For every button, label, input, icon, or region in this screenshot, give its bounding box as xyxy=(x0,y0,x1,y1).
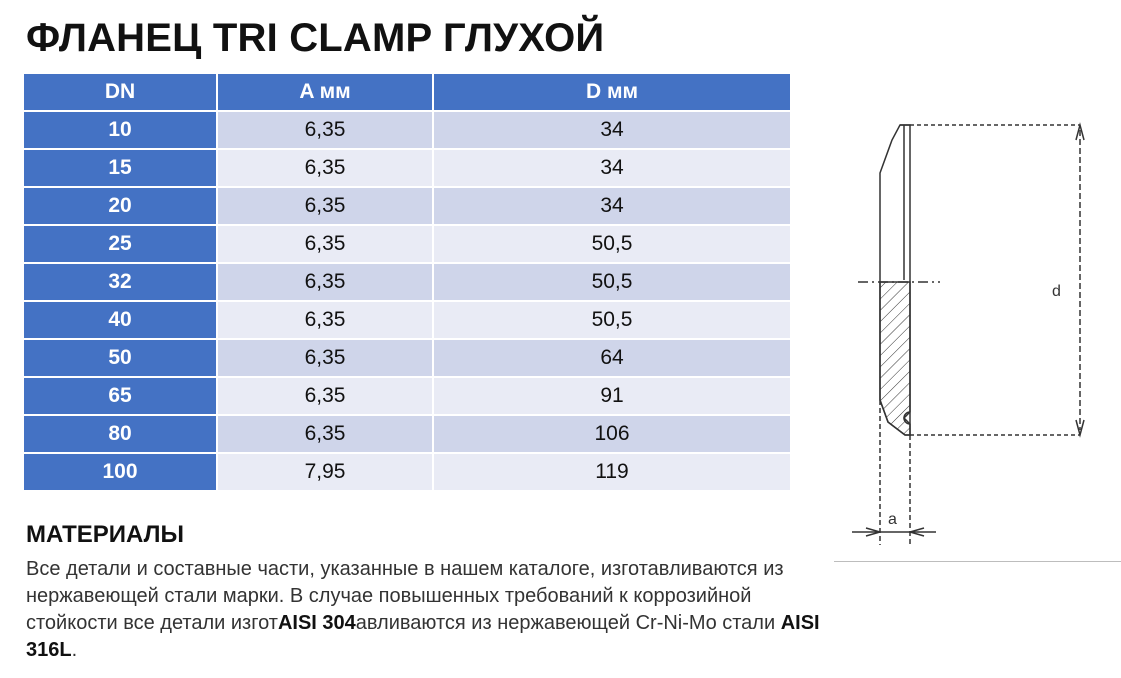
materials-description: Все детали и составные части, указанные … xyxy=(26,556,826,664)
cell-a: 6,35 xyxy=(218,264,432,300)
cell-a: 6,35 xyxy=(218,378,432,414)
cell-dn: 100 xyxy=(24,454,216,490)
cell-a: 7,95 xyxy=(218,454,432,490)
table-row: 100 7,95 119 xyxy=(24,454,790,490)
flange-technical-drawing: d a xyxy=(852,122,1085,545)
cell-dn: 80 xyxy=(24,416,216,452)
cell-d: 106 xyxy=(434,416,790,452)
drawing-divider xyxy=(834,561,1121,562)
cell-d: 50,5 xyxy=(434,226,790,262)
cell-d: 34 xyxy=(434,188,790,224)
cell-dn: 40 xyxy=(24,302,216,338)
table-row: 40 6,35 50,5 xyxy=(24,302,790,338)
materials-heading: МАТЕРИАЛЫ xyxy=(26,521,185,548)
cell-dn: 65 xyxy=(24,378,216,414)
table-row: 20 6,35 34 xyxy=(24,188,790,224)
cell-d: 91 xyxy=(434,378,790,414)
table-row: 25 6,35 50,5 xyxy=(24,226,790,262)
drawing-label-d: d xyxy=(1052,283,1061,300)
steel-grade-304: AISI 304 xyxy=(277,612,356,634)
page-title: ФЛАНЕЦ TRI CLAMP ГЛУХОЙ xyxy=(26,16,605,60)
drawing-label-a: a xyxy=(888,511,897,528)
cell-dn: 25 xyxy=(24,226,216,262)
column-header-d: D мм xyxy=(434,74,790,110)
table-row: 15 6,35 34 xyxy=(24,150,790,186)
table-row: 10 6,35 34 xyxy=(24,112,790,148)
cell-dn: 15 xyxy=(24,150,216,186)
cell-d: 50,5 xyxy=(434,302,790,338)
cell-a: 6,35 xyxy=(218,302,432,338)
materials-text-part1: Все детали и составные части, указанные … xyxy=(26,558,784,634)
column-header-dn: DN xyxy=(24,74,216,110)
cell-dn: 10 xyxy=(24,112,216,148)
cell-a: 6,35 xyxy=(218,188,432,224)
table-body: 10 6,35 34 15 6,35 34 20 6,35 34 25 6,35 50,5 32 6,35… xyxy=(24,112,790,490)
cell-a: 6,35 xyxy=(218,416,432,452)
materials-text-part2: авливаются из нержавеющей Cr-Ni-Mo стали xyxy=(355,612,781,634)
cell-dn: 32 xyxy=(24,264,216,300)
table-header-row: DN A мм D мм xyxy=(24,74,790,110)
table-row: 32 6,35 50,5 xyxy=(24,264,790,300)
cell-d: 119 xyxy=(434,454,790,490)
steel-grade-316l: AISI 316L xyxy=(26,612,820,661)
cell-dn: 50 xyxy=(24,340,216,376)
cell-d: 34 xyxy=(434,150,790,186)
dimensions-table: DN A мм D мм 10 6,35 34 15 6,35 34 20 6,35 34 25 6… xyxy=(22,72,792,492)
table-row: 50 6,35 64 xyxy=(24,340,790,376)
column-header-a: A мм xyxy=(218,74,432,110)
cell-a: 6,35 xyxy=(218,226,432,262)
cell-d: 64 xyxy=(434,340,790,376)
materials-text-part3: . xyxy=(71,639,78,661)
hatched-section xyxy=(879,281,911,436)
cell-a: 6,35 xyxy=(218,150,432,186)
cell-d: 34 xyxy=(434,112,790,148)
cell-dn: 20 xyxy=(24,188,216,224)
table-row: 65 6,35 91 xyxy=(24,378,790,414)
table-row: 80 6,35 106 xyxy=(24,416,790,452)
cell-d: 50,5 xyxy=(434,264,790,300)
cell-a: 6,35 xyxy=(218,112,432,148)
cell-a: 6,35 xyxy=(218,340,432,376)
